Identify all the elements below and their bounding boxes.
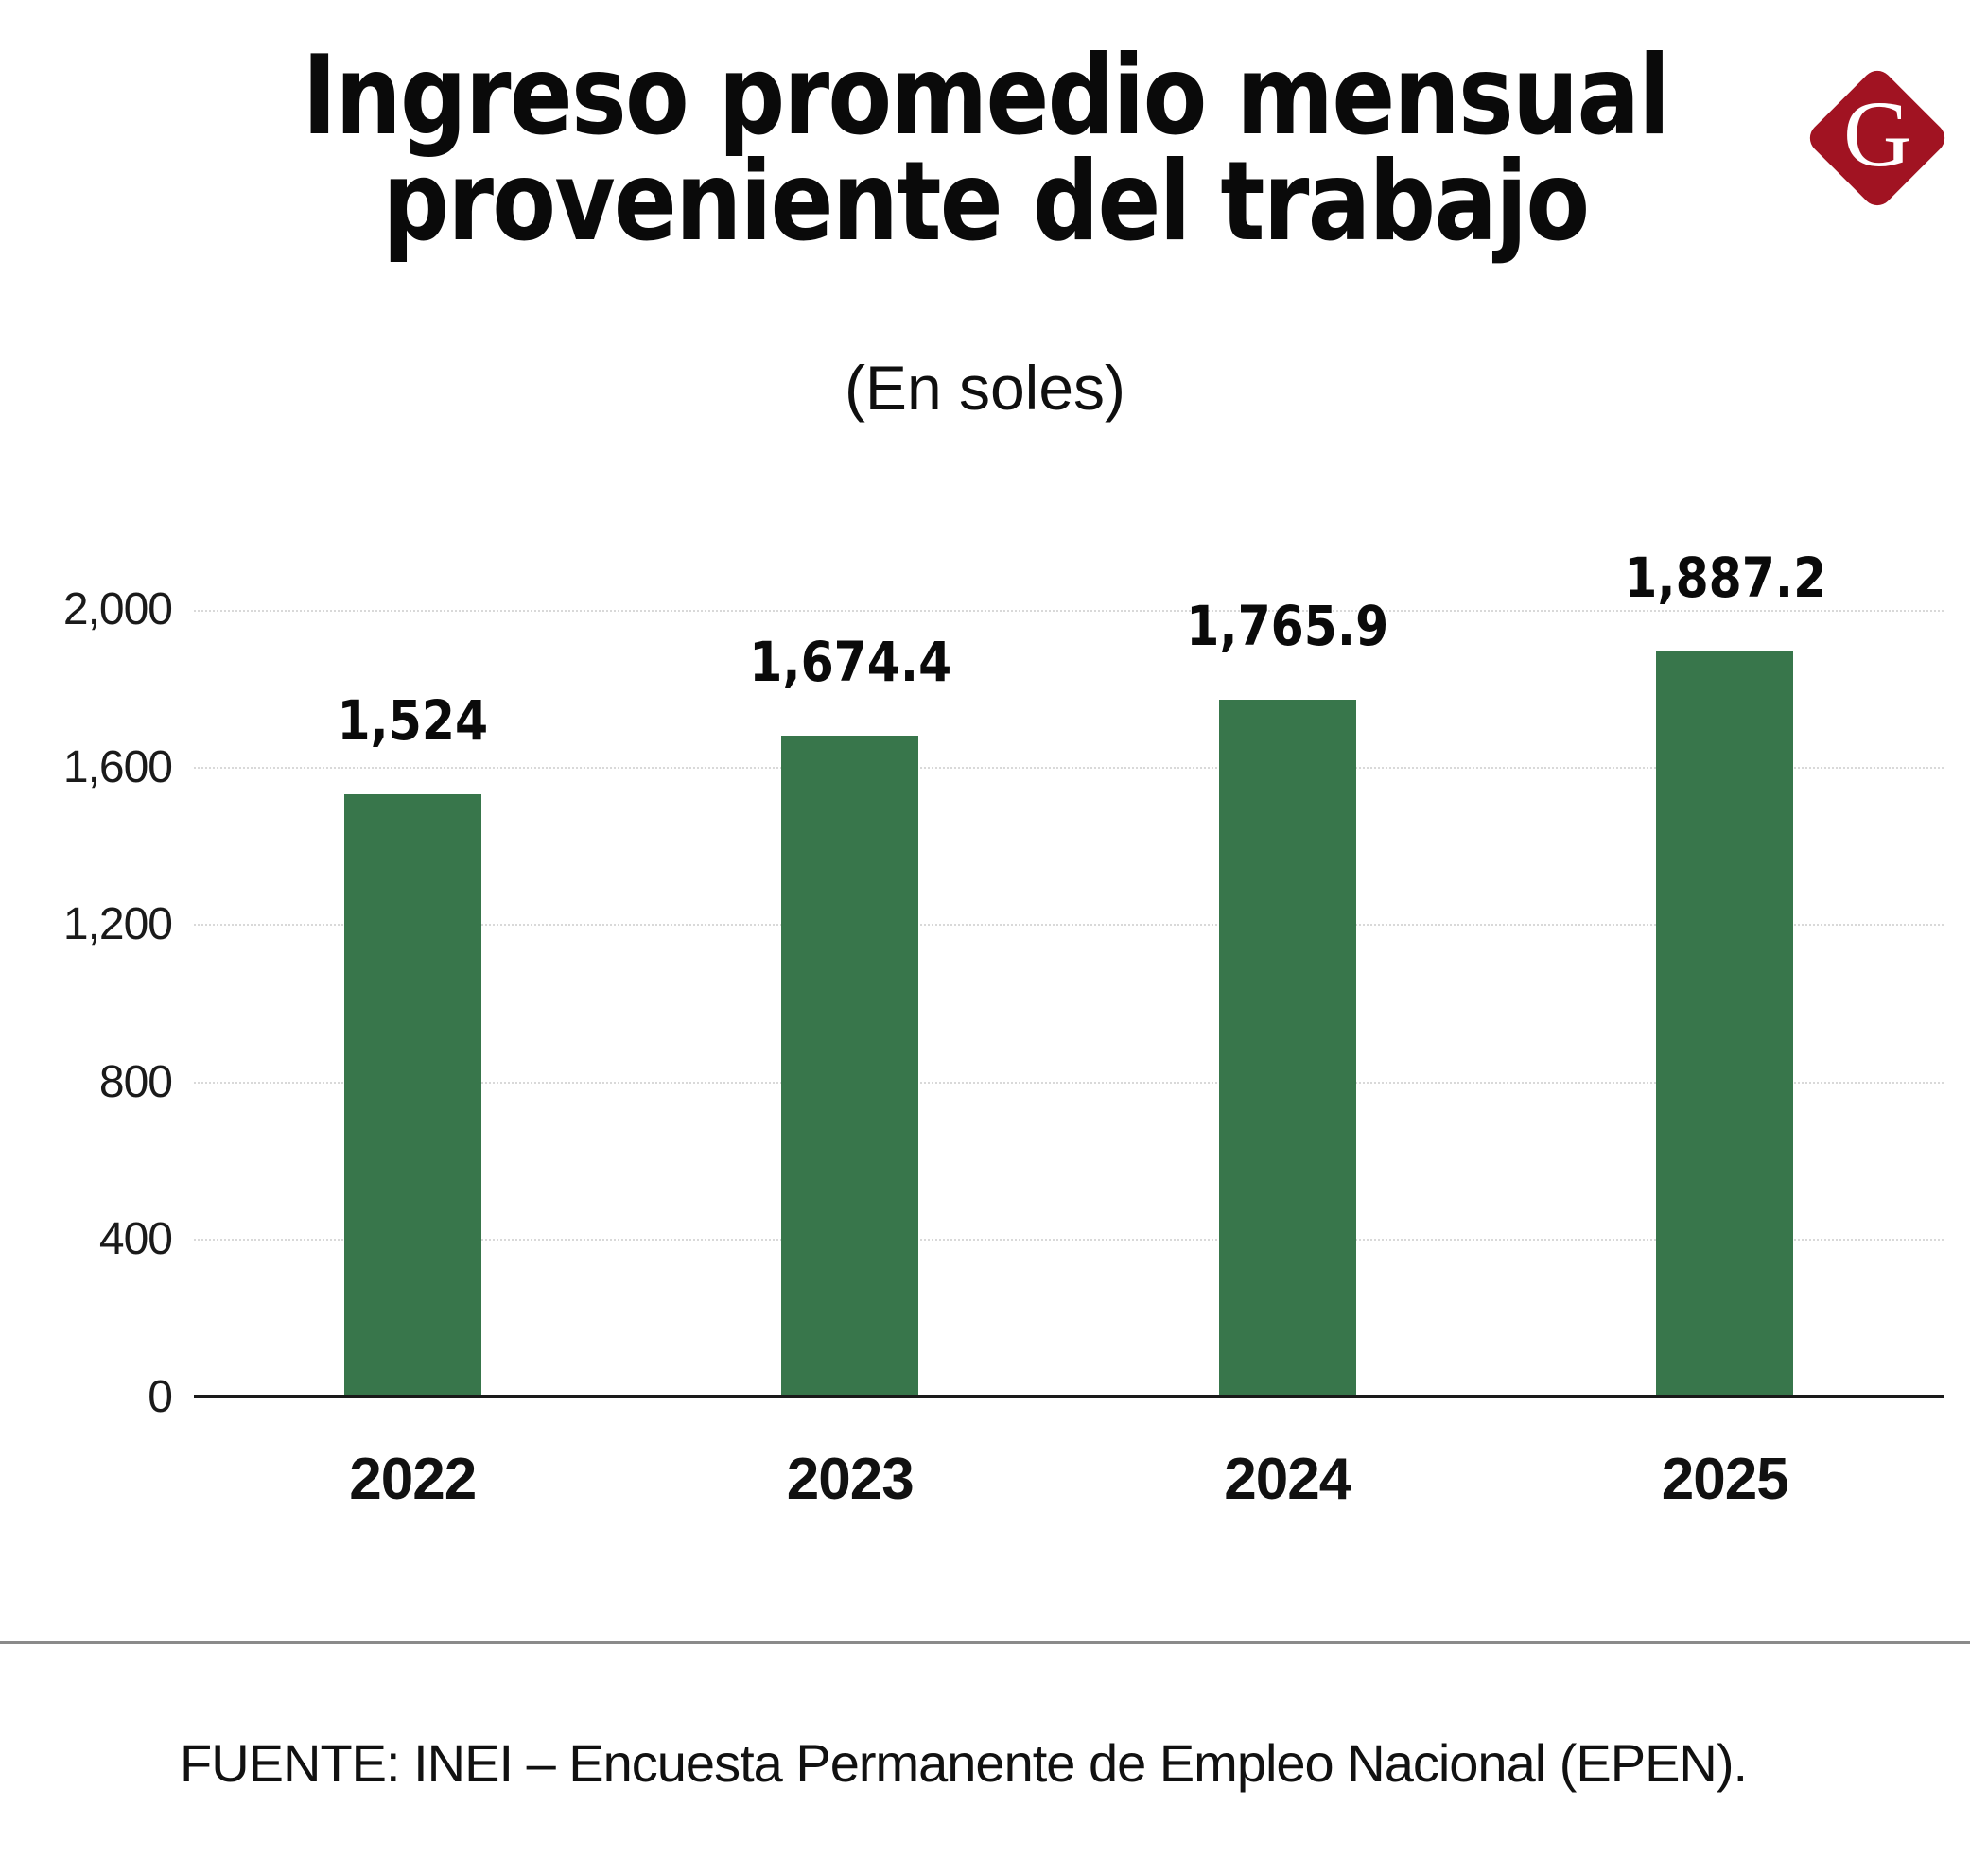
chart-title: Ingreso promedio mensual proveniente del… bbox=[0, 32, 1970, 266]
logo-letter-g: G bbox=[1842, 81, 1912, 186]
bar-2025 bbox=[1656, 651, 1794, 1395]
gridline-2000 bbox=[194, 610, 1944, 612]
bar-value-label: 1,765.9 bbox=[1186, 593, 1389, 658]
bar-value-label: 1,524 bbox=[337, 688, 489, 754]
gridline-400 bbox=[194, 1239, 1944, 1242]
x-axis-label-2024: 2024 bbox=[1224, 1447, 1351, 1512]
y-axis-tick-label: 1,200 bbox=[62, 899, 173, 950]
bar-group-2023: 1,674.4 2023 bbox=[632, 610, 1070, 1512]
bar-2023 bbox=[781, 735, 919, 1395]
chart-subtitle: (En soles) bbox=[844, 353, 1126, 423]
x-axis-label-2022: 2022 bbox=[349, 1447, 477, 1512]
gridline-800 bbox=[194, 1081, 1944, 1084]
x-axis-label-2025: 2025 bbox=[1661, 1447, 1789, 1512]
bar-2024 bbox=[1218, 699, 1356, 1395]
y-axis-tick-label: 400 bbox=[98, 1214, 173, 1265]
bar-group-2022: 1,524 2022 bbox=[194, 610, 632, 1512]
chart-title-line-2: proveniente del trabajo bbox=[382, 138, 1590, 266]
source-note: FUENTE: INEI – Encuesta Permanente de Em… bbox=[180, 1733, 1748, 1793]
y-axis-tick-label: 0 bbox=[148, 1372, 173, 1422]
bar-value-label: 1,674.4 bbox=[748, 629, 951, 694]
logo-diamond-icon: G bbox=[1804, 64, 1951, 212]
y-axis-tick-label: 2,000 bbox=[62, 584, 173, 634]
bar-value-label: 1,887.2 bbox=[1623, 545, 1826, 610]
footer-divider bbox=[0, 1642, 1970, 1644]
gestion-logo: G bbox=[1804, 64, 1951, 212]
bar-chart-plot-area: 0 400 800 1,200 1,600 2,000 1,524 2022 1,674.4 20… bbox=[63, 547, 1944, 1512]
gridline-1200 bbox=[194, 924, 1944, 927]
bar-group-2024: 1,765.9 2024 bbox=[1069, 596, 1507, 1512]
gridline-1600 bbox=[194, 766, 1944, 769]
y-axis-tick-label: 800 bbox=[98, 1056, 173, 1107]
x-axis-label-2023: 2023 bbox=[786, 1447, 915, 1512]
bar-group-2025: 1,887.2 2025 bbox=[1507, 547, 1944, 1512]
chart-title-line-1: Ingreso promedio mensual bbox=[302, 32, 1670, 160]
bar-2022 bbox=[343, 794, 481, 1395]
y-axis-tick-label: 1,600 bbox=[62, 741, 173, 792]
